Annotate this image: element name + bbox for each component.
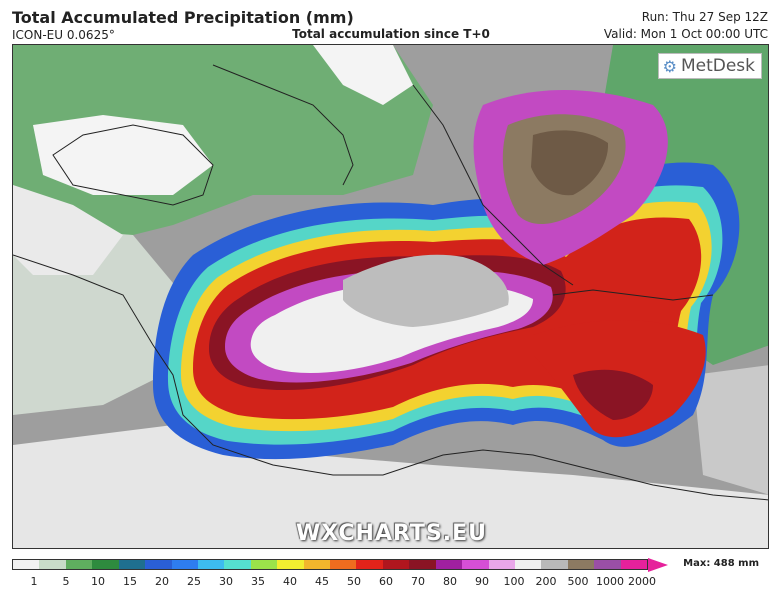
legend-swatch [224, 560, 251, 569]
legend-color-bar [12, 559, 648, 570]
legend-swatch [409, 560, 436, 569]
legend-tick-label: 1 [30, 575, 38, 588]
tail-dark-core [573, 369, 653, 420]
legend-swatch [92, 560, 119, 569]
legend-swatch [118, 560, 146, 569]
precipitation-map: ⚙ MetDesk WXCHARTS.EU [12, 44, 769, 549]
legend-swatch [488, 560, 516, 569]
logo-text: MetDesk [680, 56, 755, 76]
legend-arrow-icon [648, 558, 668, 572]
legend-tick-label: 40 [283, 575, 297, 588]
legend-swatch [39, 560, 66, 569]
metdesk-globe-icon: ⚙ [662, 56, 677, 76]
africa-coastline [13, 254, 768, 501]
legend-swatch [171, 560, 198, 569]
legend-tick-label: 10 [91, 575, 105, 588]
italy-coastline [212, 64, 354, 186]
legend-tick-label: 25 [187, 575, 201, 588]
watermark: WXCHARTS.EU [295, 521, 488, 546]
max-label: Max: 488 mm [683, 558, 759, 569]
legend-swatch [145, 560, 172, 569]
legend-swatch [303, 560, 331, 569]
legend-swatch [567, 560, 595, 569]
africa-land [13, 425, 768, 548]
legend-tick-label: 70 [411, 575, 425, 588]
legend-tick-label: 30 [219, 575, 233, 588]
legend-tick-label: 100 [503, 575, 525, 588]
legend-swatch [462, 560, 489, 569]
legend-swatch [197, 560, 225, 569]
legend-swatch [435, 560, 463, 569]
sicily-land [33, 115, 213, 195]
legend-tick-label: 500 [567, 575, 589, 588]
legend-tick-label: 15 [123, 575, 137, 588]
legend-swatch [13, 560, 40, 569]
legend-swatch [382, 560, 410, 569]
legend-swatch [515, 560, 542, 569]
greece-coastline [412, 84, 574, 286]
legend-swatch [277, 560, 304, 569]
italy-heel-land [313, 45, 413, 105]
legend-swatch [356, 560, 383, 569]
legend-ticks: 1 5 10 15 20 25 30 35 40 45 50 60 70 80 90 100 200 500 100… [12, 575, 657, 591]
legend-tick-label: 35 [251, 575, 265, 588]
legend-tick-label: 50 [347, 575, 361, 588]
greece-mountains [531, 130, 609, 196]
chart-title: Total Accumulated Precipitation (mm) [12, 8, 354, 27]
color-legend: 1 5 10 15 20 25 30 35 40 45 50 60 70 80 90 100 200 500 100… [12, 557, 769, 597]
crete-coastline [552, 289, 714, 301]
tunisia-land [13, 185, 123, 275]
legend-tick-label: 90 [475, 575, 489, 588]
legend-tick-label: 200 [535, 575, 557, 588]
legend-tick-label: 2000 [628, 575, 656, 588]
legend-tick-label: 5 [62, 575, 70, 588]
metdesk-logo: ⚙ MetDesk [657, 53, 762, 79]
legend-swatch [620, 560, 648, 569]
legend-swatch [65, 560, 93, 569]
legend-tick-label: 45 [315, 575, 329, 588]
map-canvas [13, 45, 768, 548]
run-time: Run: Thu 27 Sep 12Z [641, 10, 768, 24]
legend-tick-label: 80 [443, 575, 457, 588]
sicily-coastline [52, 124, 214, 206]
legend-swatch [250, 560, 278, 569]
legend-tick-label: 20 [155, 575, 169, 588]
grey-core [343, 254, 509, 327]
valid-time: Valid: Mon 1 Oct 00:00 UTC [603, 27, 768, 41]
legend-swatch [330, 560, 357, 569]
legend-swatch [594, 560, 621, 569]
legend-swatch [541, 560, 568, 569]
subtitle: Total accumulation since T+0 [292, 27, 490, 41]
model-label: ICON-EU 0.0625° [12, 28, 115, 42]
legend-tick-label: 60 [379, 575, 393, 588]
east-grey-area [693, 365, 768, 495]
legend-tick-label: 1000 [596, 575, 624, 588]
